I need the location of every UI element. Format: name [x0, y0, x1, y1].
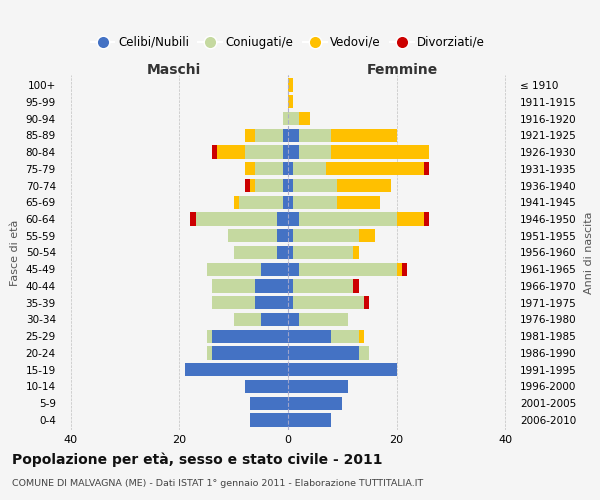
Bar: [293, 179, 337, 192]
Bar: [288, 95, 293, 108]
Bar: [283, 162, 288, 175]
Bar: [185, 363, 288, 376]
Bar: [212, 296, 256, 310]
Bar: [299, 262, 397, 276]
Bar: [245, 128, 256, 142]
Bar: [283, 128, 288, 142]
Bar: [212, 146, 217, 158]
Bar: [250, 414, 288, 426]
Legend: Celibi/Nubili, Coniugati/e, Vedovi/e, Divorziati/e: Celibi/Nubili, Coniugati/e, Vedovi/e, Di…: [86, 31, 490, 54]
Bar: [190, 212, 196, 226]
Bar: [288, 380, 348, 393]
Bar: [261, 313, 288, 326]
Bar: [256, 162, 283, 175]
Bar: [402, 262, 407, 276]
Bar: [293, 229, 359, 242]
Bar: [293, 246, 353, 259]
Bar: [234, 246, 277, 259]
Bar: [288, 128, 299, 142]
Bar: [256, 179, 283, 192]
Bar: [277, 246, 288, 259]
Bar: [212, 280, 256, 292]
Bar: [288, 112, 299, 125]
Bar: [256, 296, 288, 310]
Bar: [288, 212, 299, 226]
Bar: [283, 146, 288, 158]
Text: Maschi: Maschi: [147, 62, 201, 76]
Bar: [424, 212, 429, 226]
Bar: [277, 212, 288, 226]
Bar: [331, 146, 429, 158]
Bar: [212, 330, 288, 343]
Bar: [206, 346, 212, 360]
Text: COMUNE DI MALVAGNA (ME) - Dati ISTAT 1° gennaio 2011 - Elaborazione TUTTITALIA.I: COMUNE DI MALVAGNA (ME) - Dati ISTAT 1° …: [12, 479, 423, 488]
Bar: [245, 162, 256, 175]
Bar: [359, 330, 364, 343]
Bar: [397, 262, 402, 276]
Bar: [283, 179, 288, 192]
Bar: [206, 262, 261, 276]
Bar: [288, 396, 342, 410]
Bar: [288, 414, 331, 426]
Bar: [245, 179, 250, 192]
Bar: [293, 280, 353, 292]
Bar: [261, 262, 288, 276]
Bar: [299, 128, 331, 142]
Bar: [288, 179, 293, 192]
Bar: [353, 246, 359, 259]
Bar: [299, 313, 348, 326]
Bar: [239, 196, 283, 209]
Bar: [288, 196, 293, 209]
Bar: [288, 313, 299, 326]
Bar: [337, 196, 380, 209]
Bar: [299, 212, 397, 226]
Bar: [212, 346, 288, 360]
Text: Popolazione per età, sesso e stato civile - 2011: Popolazione per età, sesso e stato civil…: [12, 452, 383, 467]
Bar: [424, 162, 429, 175]
Bar: [217, 146, 245, 158]
Bar: [293, 162, 326, 175]
Bar: [234, 196, 239, 209]
Bar: [293, 196, 337, 209]
Bar: [250, 179, 256, 192]
Bar: [288, 246, 293, 259]
Bar: [337, 179, 391, 192]
Bar: [288, 330, 331, 343]
Bar: [288, 262, 299, 276]
Y-axis label: Anni di nascita: Anni di nascita: [584, 211, 594, 294]
Bar: [283, 112, 288, 125]
Bar: [299, 146, 331, 158]
Bar: [397, 212, 424, 226]
Bar: [326, 162, 424, 175]
Bar: [228, 229, 277, 242]
Bar: [283, 196, 288, 209]
Y-axis label: Fasce di età: Fasce di età: [10, 220, 20, 286]
Bar: [250, 396, 288, 410]
Bar: [277, 229, 288, 242]
Bar: [359, 229, 375, 242]
Bar: [196, 212, 277, 226]
Bar: [288, 229, 293, 242]
Bar: [245, 146, 283, 158]
Bar: [299, 112, 310, 125]
Bar: [256, 128, 283, 142]
Bar: [288, 280, 293, 292]
Bar: [288, 346, 359, 360]
Bar: [331, 330, 359, 343]
Text: Femmine: Femmine: [367, 62, 437, 76]
Bar: [245, 380, 288, 393]
Bar: [293, 296, 364, 310]
Bar: [364, 296, 370, 310]
Bar: [331, 128, 397, 142]
Bar: [288, 146, 299, 158]
Bar: [288, 296, 293, 310]
Bar: [353, 280, 359, 292]
Bar: [288, 78, 293, 92]
Bar: [288, 162, 293, 175]
Bar: [359, 346, 370, 360]
Bar: [256, 280, 288, 292]
Bar: [288, 363, 397, 376]
Bar: [206, 330, 212, 343]
Bar: [234, 313, 261, 326]
